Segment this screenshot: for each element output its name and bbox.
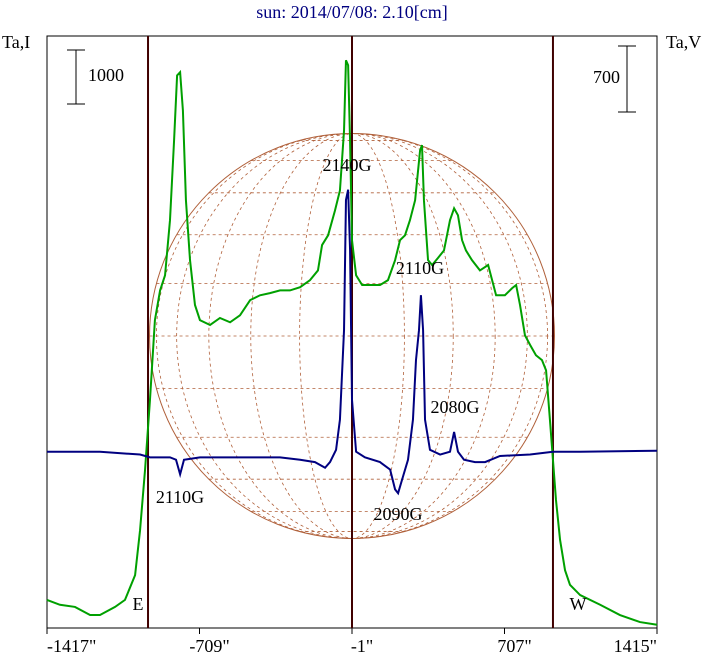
x-tick-label: -1": [351, 636, 373, 656]
meridian: [208, 133, 496, 539]
limb-label: E: [133, 594, 144, 614]
limb-label: W: [570, 594, 587, 614]
chart-title: sun: 2014/07/08: 2.10[cm]: [256, 2, 448, 22]
x-tick-label: -1417": [47, 636, 96, 656]
x-tick-label: -709": [189, 636, 229, 656]
scale-bar-label: 1000: [88, 65, 124, 85]
x-tick-label: 707": [497, 636, 531, 656]
annotation: 2110G: [396, 258, 444, 278]
y2-axis-label: Ta,V: [666, 32, 701, 52]
series-line: [47, 189, 658, 496]
x-tick-label: 1415": [614, 636, 657, 656]
annotation: 2080G: [431, 397, 480, 417]
y-axis-label: Ta,I: [2, 32, 30, 52]
annotation: 2110G: [156, 487, 204, 507]
scale-bar-label: 700: [593, 67, 620, 87]
series-line: [46, 59, 658, 626]
annotation: 2090G: [374, 504, 423, 524]
meridian: [250, 133, 454, 539]
annotation: 2140G: [323, 155, 372, 175]
